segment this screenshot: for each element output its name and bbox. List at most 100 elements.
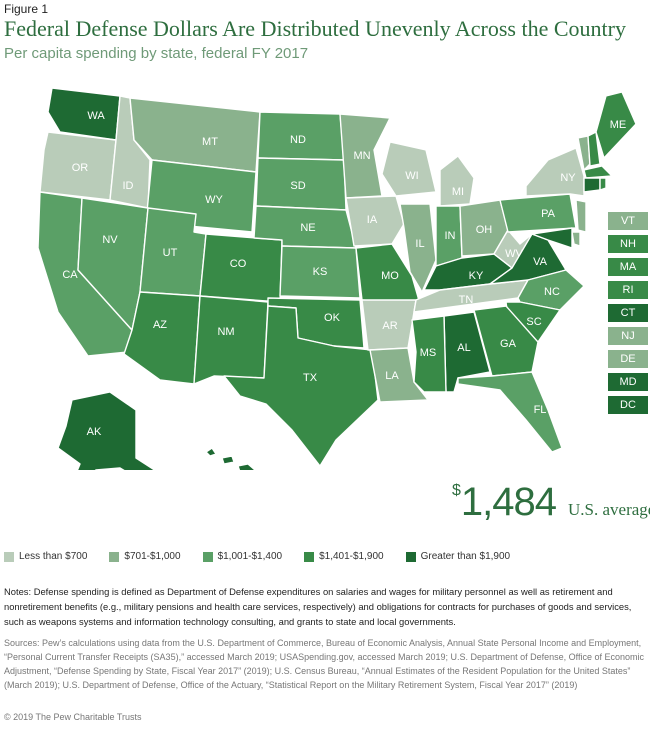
average-value: 1,484 [460,480,557,524]
us-choropleth-map: WA OR ID MT WY CA NV UT AZ CO NM [37,87,637,470]
svg-text:IN: IN [445,230,456,242]
small-state-box: MA [608,258,648,276]
notes-text: Notes: Defense spending is defined as De… [4,586,632,627]
state-MO: MO [355,243,421,305]
svg-text:TN: TN [459,294,474,306]
svg-text:ND: ND [290,134,306,146]
legend-label: $701-$1,000 [124,551,181,562]
svg-text:NV: NV [102,234,118,246]
average-label: U.S. average [568,500,650,519]
small-state-box: DC [608,396,648,414]
legend-item: $1,001-$1,400 [202,551,282,562]
legend-swatch [202,551,213,562]
state-SD: SD [255,157,347,211]
svg-text:IL: IL [415,238,424,250]
svg-text:NC: NC [544,286,560,298]
state-IL: IL [399,203,437,293]
state-PA: PA [499,193,577,233]
svg-text:MS: MS [420,347,437,359]
legend-item: $701-$1,000 [109,551,181,562]
small-state-box: CT [608,304,648,322]
state-MN: MN [339,113,391,199]
state-ME: ME [595,91,637,159]
svg-text:NY: NY [560,172,576,184]
state-MT: MT [129,97,261,173]
state-MS: MS [411,315,447,393]
legend-label: Less than $700 [19,551,88,562]
svg-text:UT: UT [163,247,178,259]
state-CO: CO [199,233,283,303]
svg-text:GA: GA [500,338,517,350]
legend-swatch [4,551,14,562]
svg-text:TX: TX [303,372,318,384]
svg-text:NM: NM [217,326,234,338]
state-MI: MI [439,155,475,207]
small-states-legend: VT NH MA RI CT NJ DE MD DC [608,212,648,419]
svg-text:OK: OK [324,312,341,324]
state-FL: FL [457,371,563,453]
svg-text:IA: IA [367,214,378,226]
svg-text:AK: AK [87,426,102,438]
svg-text:KY: KY [469,270,484,282]
state-KS: KS [279,245,361,299]
legend-label: Greater than $1,900 [420,551,511,562]
state-NY: NY [525,147,585,197]
state-NM: NM [193,295,269,385]
figure-label: Figure 1 [4,2,49,16]
state-IN: IN [435,205,463,267]
map-subtitle: Per capita spending by state, federal FY… [4,45,309,62]
state-WI: WI [381,141,437,197]
small-state-box: NJ [608,327,648,345]
small-state-box: RI [608,281,648,299]
state-LA: LA [369,347,429,403]
legend-swatch [405,551,416,562]
state-AK: AK [57,391,156,470]
svg-text:NE: NE [300,222,315,234]
state-ND: ND [257,111,345,161]
state-NC: NC [517,269,585,311]
small-state-box: NH [608,235,648,253]
svg-text:KS: KS [313,266,328,278]
state-SC: SC [505,301,561,343]
svg-text:CO: CO [230,258,247,270]
svg-text:WI: WI [405,170,418,182]
state-DE [571,231,581,247]
svg-text:CA: CA [62,269,78,281]
map-legend: Less than $700 $701-$1,000 $1,001-$1,400… [4,551,644,562]
svg-text:LA: LA [385,370,399,382]
legend-item: Greater than $1,900 [405,551,511,562]
svg-text:ID: ID [123,180,134,192]
state-NJ [575,199,587,233]
svg-text:WY: WY [205,194,223,206]
svg-text:VA: VA [533,256,548,268]
sources-text: Sources: Pew’s calculations using data f… [4,638,644,690]
state-OR: OR [39,131,117,201]
state-NH [587,131,601,167]
svg-text:SC: SC [526,316,541,328]
svg-text:AR: AR [382,320,397,332]
svg-text:ME: ME [610,119,627,131]
small-state-box: DE [608,350,648,368]
svg-text:FL: FL [534,404,547,416]
svg-text:MT: MT [202,136,218,148]
state-MD [531,227,573,249]
legend-label: $1,401-$1,900 [319,551,384,562]
state-VA: VA [489,233,567,285]
svg-text:OR: OR [72,162,89,174]
average-dollar-sign: $ [452,482,461,499]
svg-text:PA: PA [541,208,556,220]
state-AR: AR [361,299,417,351]
legend-item: Less than $700 [4,551,87,562]
legend-swatch [304,551,315,562]
state-CT [583,177,601,193]
svg-text:MN: MN [353,150,370,162]
copyright-text: © 2019 The Pew Charitable Trusts [4,712,142,722]
state-MA [583,165,613,179]
state-WA: WA [47,87,121,141]
legend-swatch [109,551,120,562]
svg-text:AL: AL [457,342,470,354]
state-GA: GA [473,305,539,377]
legend-item: $1,401-$1,900 [304,551,384,562]
svg-text:WA: WA [87,110,105,122]
svg-text:AZ: AZ [153,319,167,331]
